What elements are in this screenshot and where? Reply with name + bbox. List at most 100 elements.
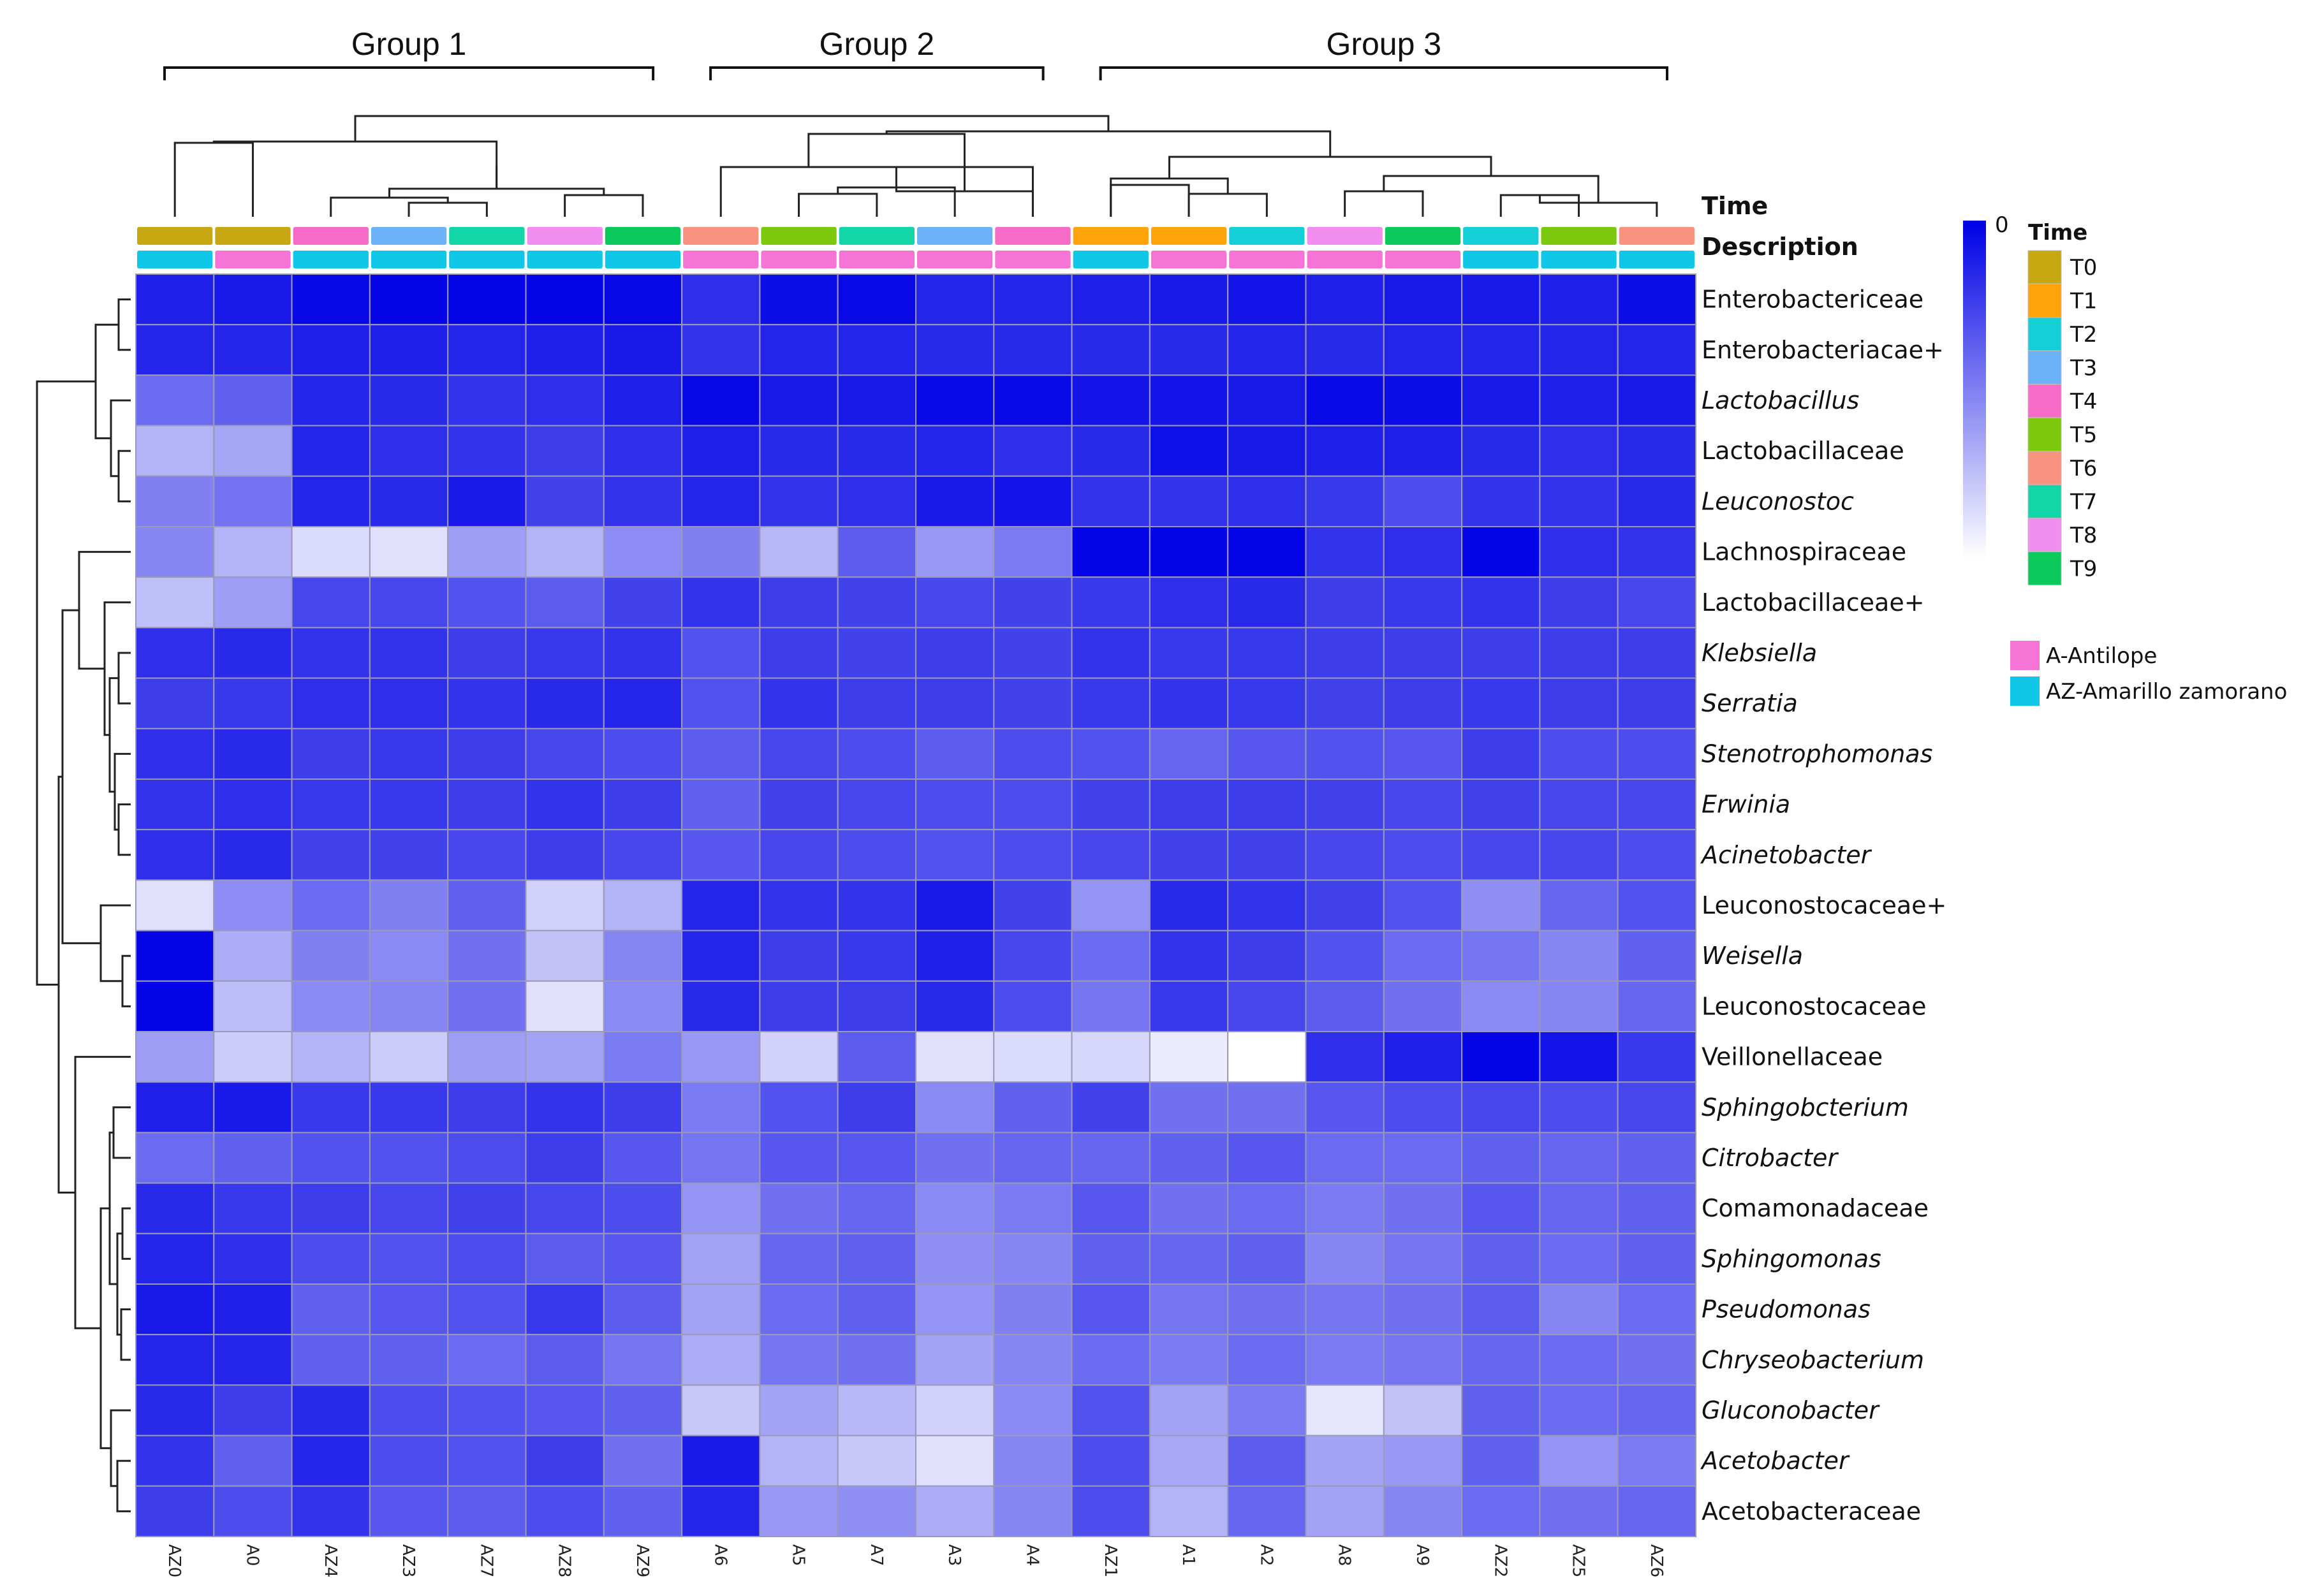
heatmap-cell (760, 577, 837, 627)
heatmap-cell (916, 527, 994, 577)
heatmap-cell (1462, 779, 1540, 829)
heatmap-cells (136, 274, 1696, 1537)
heatmap-cell (838, 426, 916, 476)
dendrogram-link (389, 189, 603, 198)
heatmap-cell (1306, 931, 1384, 981)
heatmap-cell (1384, 1082, 1462, 1132)
heatmap-cell (916, 880, 994, 930)
heatmap-cell (1150, 1334, 1228, 1385)
heatmap-cell (916, 1486, 994, 1537)
heatmap-cell (526, 1234, 604, 1284)
heatmap-cell (1384, 325, 1462, 375)
heatmap-cell (1072, 981, 1150, 1032)
heatmap-cell (994, 729, 1071, 779)
heatmap-cell (292, 1334, 370, 1385)
heatmap-cell (1072, 527, 1150, 577)
heatmap-cell (994, 1132, 1071, 1183)
column-label: AZ0 (165, 1544, 184, 1577)
heatmap-cell (370, 1183, 448, 1234)
heatmap-cell (136, 527, 214, 577)
color-scale-bar (1963, 221, 1986, 559)
heatmap-cell (682, 829, 760, 880)
heatmap-cell (1228, 627, 1305, 678)
heatmap-cell (838, 1082, 916, 1132)
heatmap-cell (994, 627, 1071, 678)
heatmap-cell (994, 779, 1071, 829)
heatmap-cell (1306, 375, 1384, 425)
heatmap-cell (1306, 527, 1384, 577)
heatmap-cell (838, 577, 916, 627)
dendrogram-link (1345, 191, 1423, 217)
heatmap-cell (1072, 1486, 1150, 1537)
heatmap-cell (760, 476, 837, 527)
heatmap-cell (292, 1436, 370, 1486)
heatmap-cell (292, 1032, 370, 1082)
heatmap-cell (1462, 1032, 1540, 1082)
heatmap-cell (292, 1132, 370, 1183)
heatmap-cell (214, 1132, 291, 1183)
heatmap-cell (1540, 829, 1617, 880)
heatmap-cell (604, 325, 682, 375)
heatmap-cell (136, 880, 214, 930)
heatmap-cell (1618, 1334, 1696, 1385)
heatmap-cell (838, 1486, 916, 1537)
description-annotation-cell (1073, 251, 1149, 268)
description-annotation-cell (293, 251, 369, 268)
column-label: A9 (1413, 1544, 1432, 1566)
column-label: AZ4 (321, 1544, 340, 1577)
dendrogram-link (1111, 185, 1189, 217)
heatmap-cell (1072, 274, 1150, 325)
heatmap-cell (1540, 1284, 1617, 1334)
heatmap-cell (370, 1132, 448, 1183)
heatmap-cell (448, 274, 526, 325)
row-label: Stenotrophomonas (1702, 740, 1932, 768)
description-annotation-cell (449, 251, 524, 268)
heatmap-cell (1618, 577, 1696, 627)
heatmap-cell (136, 1436, 214, 1486)
heatmap-cell (760, 880, 837, 930)
heatmap-cell (448, 729, 526, 779)
heatmap-cell (1072, 880, 1150, 930)
heatmap-cell (1072, 1082, 1150, 1132)
description-annotation-cell (1229, 251, 1304, 268)
heatmap-cell (526, 678, 604, 729)
heatmap-cell (1306, 426, 1384, 476)
column-label: A5 (789, 1544, 808, 1566)
heatmap-cell (214, 829, 291, 880)
heatmap-cell (292, 375, 370, 425)
heatmap-cell (1150, 1234, 1228, 1284)
heatmap-cell (448, 325, 526, 375)
heatmap-cell (214, 1082, 291, 1132)
heatmap-cell (1306, 981, 1384, 1032)
heatmap-cell (838, 1385, 916, 1435)
dendrogram-link (886, 131, 1330, 157)
heatmap-cell (1540, 1183, 1617, 1234)
heatmap-cell (1462, 1234, 1540, 1284)
heatmap-cell (994, 1334, 1071, 1385)
column-label: AZ3 (399, 1544, 418, 1577)
heatmap-cell (1228, 274, 1305, 325)
row-label: Klebsiella (1702, 639, 1817, 667)
heatmap-cell (214, 274, 291, 325)
heatmap-cell (1072, 829, 1150, 880)
heatmap-cell (1150, 729, 1228, 779)
heatmap-cell (214, 1334, 291, 1385)
heatmap-cell (994, 1486, 1071, 1537)
heatmap-cell (682, 476, 760, 527)
heatmap-cell (916, 375, 994, 425)
dendrogram-link (119, 451, 131, 501)
heatmap-cell (604, 1082, 682, 1132)
heatmap-cell (214, 375, 291, 425)
row-label: Lachnospiraceae (1702, 538, 1906, 566)
time-legend-swatch (2028, 384, 2061, 418)
heatmap-cell (448, 1183, 526, 1234)
heatmap-cell (604, 274, 682, 325)
row-label: Chryseobacterium (1702, 1346, 1924, 1374)
heatmap-figure: Group 1 Group 2 Group 3 Time Description E… (0, 0, 2324, 1578)
row-label: Acetobacteraceae (1702, 1497, 1921, 1525)
time-legend-label: T0 (2070, 255, 2097, 281)
heatmap-cell (136, 678, 214, 729)
heatmap-cell (1072, 476, 1150, 527)
heatmap-cell (760, 678, 837, 729)
heatmap-cell (1618, 779, 1696, 829)
